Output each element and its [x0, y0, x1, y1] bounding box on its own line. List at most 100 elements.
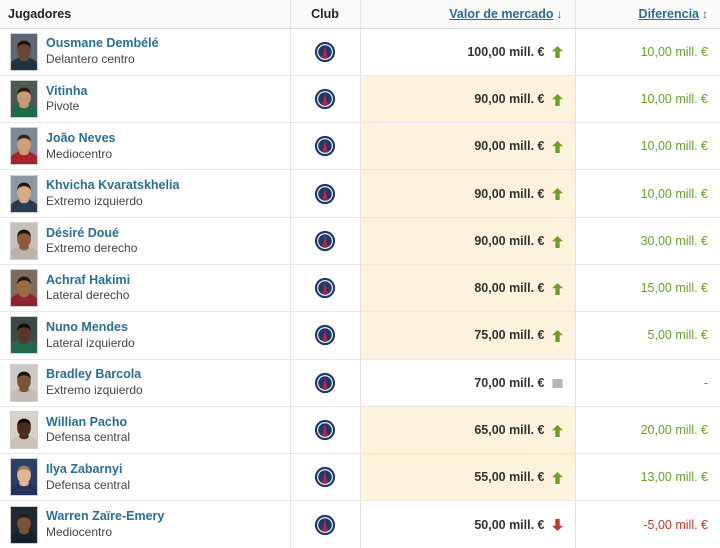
arrow-up-icon: [551, 46, 563, 59]
player-cell: Nuno Mendes Lateral izquierdo: [0, 311, 290, 360]
market-value-cell: 70,00 mill. €: [359, 359, 575, 407]
player-name-link[interactable]: Nuno Mendes: [46, 320, 128, 335]
player-photo: [10, 221, 38, 260]
table-header: Jugadores Club Valor de mercado ↓ Diferen…: [0, 0, 720, 29]
difference-text: 10,00 mill. €: [640, 44, 708, 59]
club-cell[interactable]: [289, 359, 360, 407]
table-row: João Neves Mediocentro 90,00 mill. € 10,00 …: [0, 122, 720, 171]
market-value-cell: 90,00 mill. €: [359, 217, 575, 265]
difference-text: 15,00 mill. €: [640, 281, 708, 296]
difference-text: 30,00 mill. €: [640, 233, 708, 248]
player-name-link[interactable]: Vitinha: [46, 83, 88, 98]
difference-cell: 30,00 mill. €: [574, 217, 720, 265]
table-row: Khvicha Kvaratskhelia Extremo izquierdo 90…: [0, 169, 720, 218]
difference-text: -: [703, 375, 708, 390]
table-row: Warren Zaïre-Emery Mediocentro 50,00 mill.…: [0, 500, 720, 548]
player-name-link[interactable]: Willian Pacho: [46, 414, 128, 429]
club-cell[interactable]: [289, 122, 360, 171]
arrow-up-icon: [551, 424, 563, 437]
player-position: Mediocentro: [46, 524, 113, 539]
market-value-text: 100,00 mill. €: [467, 44, 545, 59]
player-name-link[interactable]: Ilya Zabarnyi: [46, 462, 123, 476]
player-position: Pivote: [46, 99, 80, 114]
market-value-text: 90,00 mill. €: [474, 91, 545, 106]
market-value-cell: 90,00 mill. €: [359, 169, 575, 218]
difference-text: 10,00 mill. €: [640, 91, 708, 106]
arrow-up-icon: [551, 472, 563, 485]
sort-market-value-link[interactable]: Valor de mercado: [449, 6, 554, 21]
player-photo: [10, 316, 38, 355]
psg-crest-icon: [314, 183, 336, 204]
club-cell[interactable]: [289, 169, 360, 218]
table-row: Ilya Zabarnyi Defensa central 55,00 mill. …: [0, 453, 720, 502]
column-header-market-value[interactable]: Valor de mercado ↓: [359, 0, 575, 29]
player-name-link[interactable]: Désiré Doué: [46, 225, 119, 240]
table-header-row: Jugadores Club Valor de mercado ↓ Diferen…: [0, 0, 720, 29]
table-row: Ousmane Dembélé Delantero centro 100,00 mi…: [0, 28, 720, 76]
player-photo: [10, 127, 38, 166]
column-header-club-label: Club: [311, 6, 339, 21]
table-body: Ousmane Dembélé Delantero centro 100,00 mi…: [0, 28, 720, 548]
difference-text: -5,00 mill. €: [643, 517, 708, 532]
difference-cell: 20,00 mill. €: [574, 406, 720, 455]
market-value-cell: 90,00 mill. €: [359, 122, 575, 171]
difference-text: 10,00 mill. €: [640, 139, 708, 154]
club-cell[interactable]: [289, 28, 360, 76]
player-cell: Vitinha Pivote: [0, 75, 290, 124]
player-cell: Achraf Hakimi Lateral derecho: [0, 264, 290, 313]
player-name-link[interactable]: Khvicha Kvaratskhelia: [46, 178, 180, 193]
column-header-players-label: Jugadores: [8, 6, 72, 21]
table-row: Achraf Hakimi Lateral derecho 80,00 mill. …: [0, 264, 720, 313]
market-value-text: 80,00 mill. €: [474, 281, 545, 296]
sort-difference-link[interactable]: Diferencia: [638, 6, 699, 21]
player-cell: Khvicha Kvaratskhelia Extremo izquierdo: [0, 169, 290, 218]
no-change-square-icon: [552, 378, 563, 389]
player-cell: Ilya Zabarnyi Defensa central: [0, 453, 290, 502]
club-cell[interactable]: [289, 264, 360, 313]
column-header-difference[interactable]: Diferencia ↕: [574, 0, 720, 29]
player-position: Lateral derecho: [46, 288, 130, 303]
player-name-link[interactable]: Warren Zaïre-Emery: [46, 509, 165, 524]
market-value-cell: 80,00 mill. €: [359, 264, 575, 313]
difference-text: 20,00 mill. €: [640, 423, 708, 438]
player-cell: Willian Pacho Defensa central: [0, 406, 290, 455]
table-row: Désiré Doué Extremo derecho 90,00 mill. € 3…: [0, 217, 720, 265]
club-cell[interactable]: [289, 75, 360, 124]
club-cell[interactable]: [289, 406, 360, 455]
psg-crest-icon: [314, 278, 336, 299]
difference-cell: 13,00 mill. €: [574, 453, 720, 502]
player-position: Defensa central: [46, 477, 131, 492]
sort-descending-icon[interactable]: ↓: [556, 6, 563, 21]
club-cell[interactable]: [289, 311, 360, 360]
player-name-link[interactable]: Achraf Hakimi: [46, 272, 131, 287]
difference-cell: 10,00 mill. €: [574, 122, 720, 171]
difference-text: 13,00 mill. €: [640, 470, 708, 485]
arrow-up-icon: [551, 235, 563, 248]
psg-crest-icon: [314, 514, 336, 535]
player-cell: Ousmane Dembélé Delantero centro: [0, 28, 290, 76]
club-cell[interactable]: [289, 453, 360, 502]
arrow-up-icon: [551, 330, 563, 343]
player-name-link[interactable]: Ousmane Dembélé: [46, 36, 159, 51]
table-row: Willian Pacho Defensa central 65,00 mill. …: [0, 406, 720, 455]
sort-both-icon[interactable]: ↕: [702, 6, 708, 21]
market-value-cell: 75,00 mill. €: [359, 311, 575, 360]
club-cell[interactable]: [289, 217, 360, 265]
difference-text: 5,00 mill. €: [647, 328, 708, 343]
player-name-link[interactable]: João Neves: [46, 130, 116, 145]
market-value-cell: 55,00 mill. €: [359, 453, 575, 502]
player-position: Extremo izquierdo: [46, 193, 143, 208]
arrow-up-icon: [551, 93, 563, 106]
market-value-text: 65,00 mill. €: [474, 423, 545, 438]
player-cell: Désiré Doué Extremo derecho: [0, 217, 290, 265]
table-row: Bradley Barcola Extremo izquierdo 70,00 mi…: [0, 359, 720, 407]
market-value-text: 90,00 mill. €: [474, 186, 545, 201]
club-cell[interactable]: [289, 500, 360, 548]
difference-cell: 5,00 mill. €: [574, 311, 720, 360]
market-value-text: 70,00 mill. €: [474, 375, 545, 390]
player-position: Mediocentro: [46, 146, 113, 161]
arrow-up-icon: [551, 188, 563, 201]
player-name-link[interactable]: Bradley Barcola: [46, 367, 142, 382]
column-header-club: Club: [289, 0, 360, 29]
